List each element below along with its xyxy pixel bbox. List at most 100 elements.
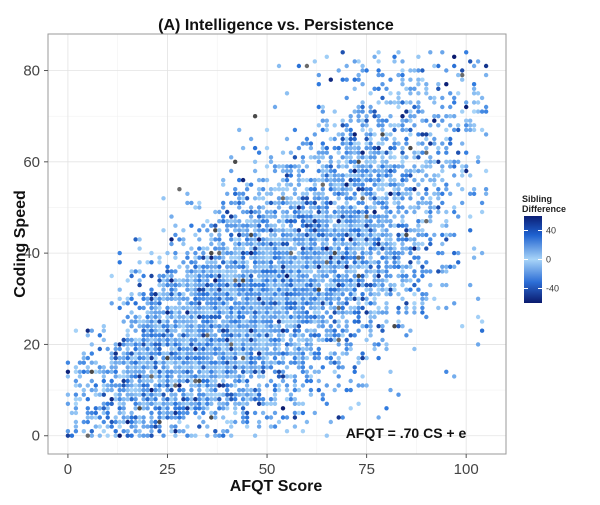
data-point xyxy=(376,145,381,151)
data-point xyxy=(392,246,397,251)
data-point xyxy=(268,351,274,356)
data-point xyxy=(336,214,341,219)
data-point xyxy=(324,123,329,128)
data-point xyxy=(356,282,361,288)
data-point xyxy=(412,177,417,183)
data-point xyxy=(312,273,317,279)
data-point xyxy=(185,374,190,379)
data-point xyxy=(404,310,409,315)
data-point xyxy=(388,287,393,292)
data-point xyxy=(288,228,294,233)
data-point xyxy=(356,310,361,315)
data-point xyxy=(348,310,353,315)
data-point xyxy=(304,250,310,256)
data-point xyxy=(356,114,361,119)
data-point xyxy=(105,415,110,420)
data-point xyxy=(237,292,242,297)
data-point xyxy=(296,355,302,361)
data-point xyxy=(376,324,381,329)
data-point xyxy=(296,342,302,347)
data-point xyxy=(348,159,353,164)
data-point xyxy=(448,136,453,142)
data-point xyxy=(256,346,262,352)
data-point xyxy=(173,319,178,324)
data-point xyxy=(221,182,226,187)
data-point xyxy=(217,255,222,260)
data-point xyxy=(352,232,357,238)
data-point xyxy=(181,378,186,384)
data-point xyxy=(292,355,298,361)
data-point xyxy=(400,223,405,228)
data-point xyxy=(348,209,353,215)
data-point xyxy=(368,292,373,297)
data-point xyxy=(153,314,158,320)
data-point xyxy=(408,114,413,119)
data-point xyxy=(173,346,178,352)
data-point xyxy=(129,419,134,425)
data-point xyxy=(268,260,274,265)
data-point xyxy=(296,387,302,393)
data-point xyxy=(444,237,449,242)
data-point xyxy=(464,100,469,105)
data-point xyxy=(344,232,349,238)
data-point xyxy=(332,200,337,206)
data-point xyxy=(197,246,202,251)
data-point xyxy=(344,319,349,324)
data-point xyxy=(304,310,310,315)
data-point xyxy=(157,415,162,420)
data-point xyxy=(471,91,477,96)
data-point xyxy=(364,173,369,178)
data-point xyxy=(344,196,349,201)
data-point xyxy=(348,173,353,178)
data-point xyxy=(360,374,365,379)
data-point xyxy=(229,355,234,361)
data-point xyxy=(248,237,254,242)
data-point xyxy=(320,228,325,233)
data-point xyxy=(272,187,278,192)
data-point xyxy=(276,337,282,343)
data-point xyxy=(201,374,206,379)
data-point xyxy=(292,228,298,233)
data-point xyxy=(352,310,357,315)
data-point xyxy=(308,232,314,238)
data-point xyxy=(141,305,146,311)
data-point xyxy=(388,168,393,174)
data-point xyxy=(396,324,401,329)
data-point xyxy=(240,292,246,297)
data-point xyxy=(324,145,329,151)
data-point xyxy=(264,273,270,279)
chart-title: (A) Intelligence vs. Persistence xyxy=(158,17,394,34)
data-point xyxy=(81,351,87,356)
data-point xyxy=(264,301,270,306)
data-point xyxy=(336,264,341,269)
data-point xyxy=(256,392,262,397)
data-point xyxy=(316,282,321,288)
data-point xyxy=(356,214,361,219)
data-point xyxy=(73,369,79,374)
data-point xyxy=(240,324,246,329)
data-point xyxy=(129,310,134,315)
data-point xyxy=(213,383,218,388)
data-point xyxy=(229,273,234,279)
data-point xyxy=(185,328,190,333)
data-point xyxy=(93,406,99,411)
data-point xyxy=(121,301,126,306)
data-point xyxy=(233,273,238,279)
data-point xyxy=(332,351,337,356)
data-point xyxy=(336,250,341,256)
data-point xyxy=(229,278,234,283)
data-point xyxy=(189,374,194,379)
data-point xyxy=(400,264,405,269)
data-point xyxy=(376,177,381,183)
data-point xyxy=(352,246,357,251)
data-point xyxy=(225,351,230,356)
data-point xyxy=(348,118,353,123)
data-point xyxy=(85,383,91,388)
data-point xyxy=(304,255,310,260)
data-point xyxy=(276,196,282,201)
data-point xyxy=(288,278,294,283)
data-point xyxy=(272,383,278,388)
data-point xyxy=(129,337,134,343)
data-point xyxy=(125,314,130,320)
data-point xyxy=(392,100,397,105)
